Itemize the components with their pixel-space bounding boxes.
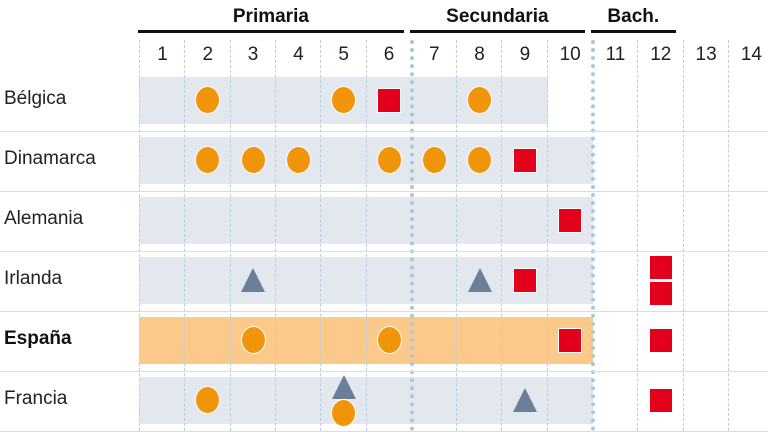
- circle-marker: [331, 399, 357, 427]
- column-number: 5: [338, 44, 349, 65]
- country-label: Francia: [4, 388, 68, 409]
- column-gridline: [546, 40, 548, 431]
- column-number: 14: [740, 44, 762, 65]
- column-number: 11: [605, 44, 626, 65]
- column-gridline: [456, 40, 458, 431]
- circle-marker: [286, 146, 312, 174]
- column-gridline: [727, 40, 729, 431]
- column-number: 13: [695, 44, 717, 65]
- row-separator: [0, 311, 768, 312]
- country-label: Bélgica: [4, 88, 67, 109]
- column-gridline: [682, 40, 684, 431]
- column-gridline: [365, 40, 367, 431]
- square-marker: [648, 280, 673, 306]
- column-number: 4: [293, 44, 304, 65]
- circle-marker: [195, 146, 221, 174]
- column-number: 9: [519, 44, 531, 65]
- circle-marker: [195, 86, 221, 114]
- square-marker: [377, 87, 402, 113]
- square-marker: [558, 327, 583, 353]
- country-label: Irlanda: [4, 268, 63, 289]
- country-label: España: [4, 328, 72, 349]
- column-number: 12: [650, 44, 672, 65]
- row-separator: [0, 131, 768, 132]
- triangle-marker: [331, 375, 356, 399]
- country-label: Dinamarca: [4, 148, 96, 169]
- column-gridline: [139, 40, 140, 431]
- column-number: 8: [474, 44, 485, 65]
- circle-marker: [240, 146, 266, 174]
- column-gridline: [501, 40, 503, 431]
- stage-divider: [409, 40, 414, 431]
- circle-marker: [467, 146, 493, 174]
- circle-marker: [331, 86, 357, 114]
- row-separator: [0, 251, 768, 252]
- stage-divider: [591, 40, 595, 431]
- circle-marker: [376, 326, 402, 354]
- circle-marker: [421, 146, 447, 174]
- group-title-bach: Bach.: [607, 6, 660, 27]
- row-separator: [0, 371, 768, 372]
- column-number: 6: [383, 44, 395, 65]
- column-gridline: [184, 40, 186, 431]
- column-number: 10: [559, 44, 581, 65]
- column-number: 7: [429, 44, 440, 65]
- circle-marker: [376, 146, 402, 174]
- square-marker: [513, 267, 538, 293]
- circle-marker: [467, 86, 493, 114]
- circle-marker: [195, 386, 221, 414]
- row-separator: [0, 191, 768, 192]
- square-marker: [558, 207, 583, 233]
- column-number: 1: [157, 44, 168, 65]
- square-marker: [648, 327, 673, 353]
- column-gridline: [229, 40, 231, 431]
- group-underline: [591, 30, 676, 33]
- column-gridline: [274, 40, 276, 431]
- triangle-marker: [513, 388, 538, 412]
- group-underline: [409, 30, 585, 33]
- group-title-secundaria: Secundaria: [446, 6, 549, 27]
- column-gridline: [320, 40, 322, 431]
- square-marker: [648, 254, 673, 280]
- square-marker: [648, 387, 673, 413]
- country-label: Alemania: [4, 208, 84, 229]
- group-underline: [138, 30, 404, 33]
- square-marker: [513, 147, 538, 173]
- triangle-marker: [241, 268, 266, 292]
- column-gridline: [637, 40, 639, 431]
- group-title-primaria: Primaria: [232, 6, 309, 27]
- column-number: 2: [202, 44, 214, 65]
- column-number: 3: [247, 44, 259, 65]
- triangle-marker: [467, 268, 492, 292]
- circle-marker: [240, 326, 266, 354]
